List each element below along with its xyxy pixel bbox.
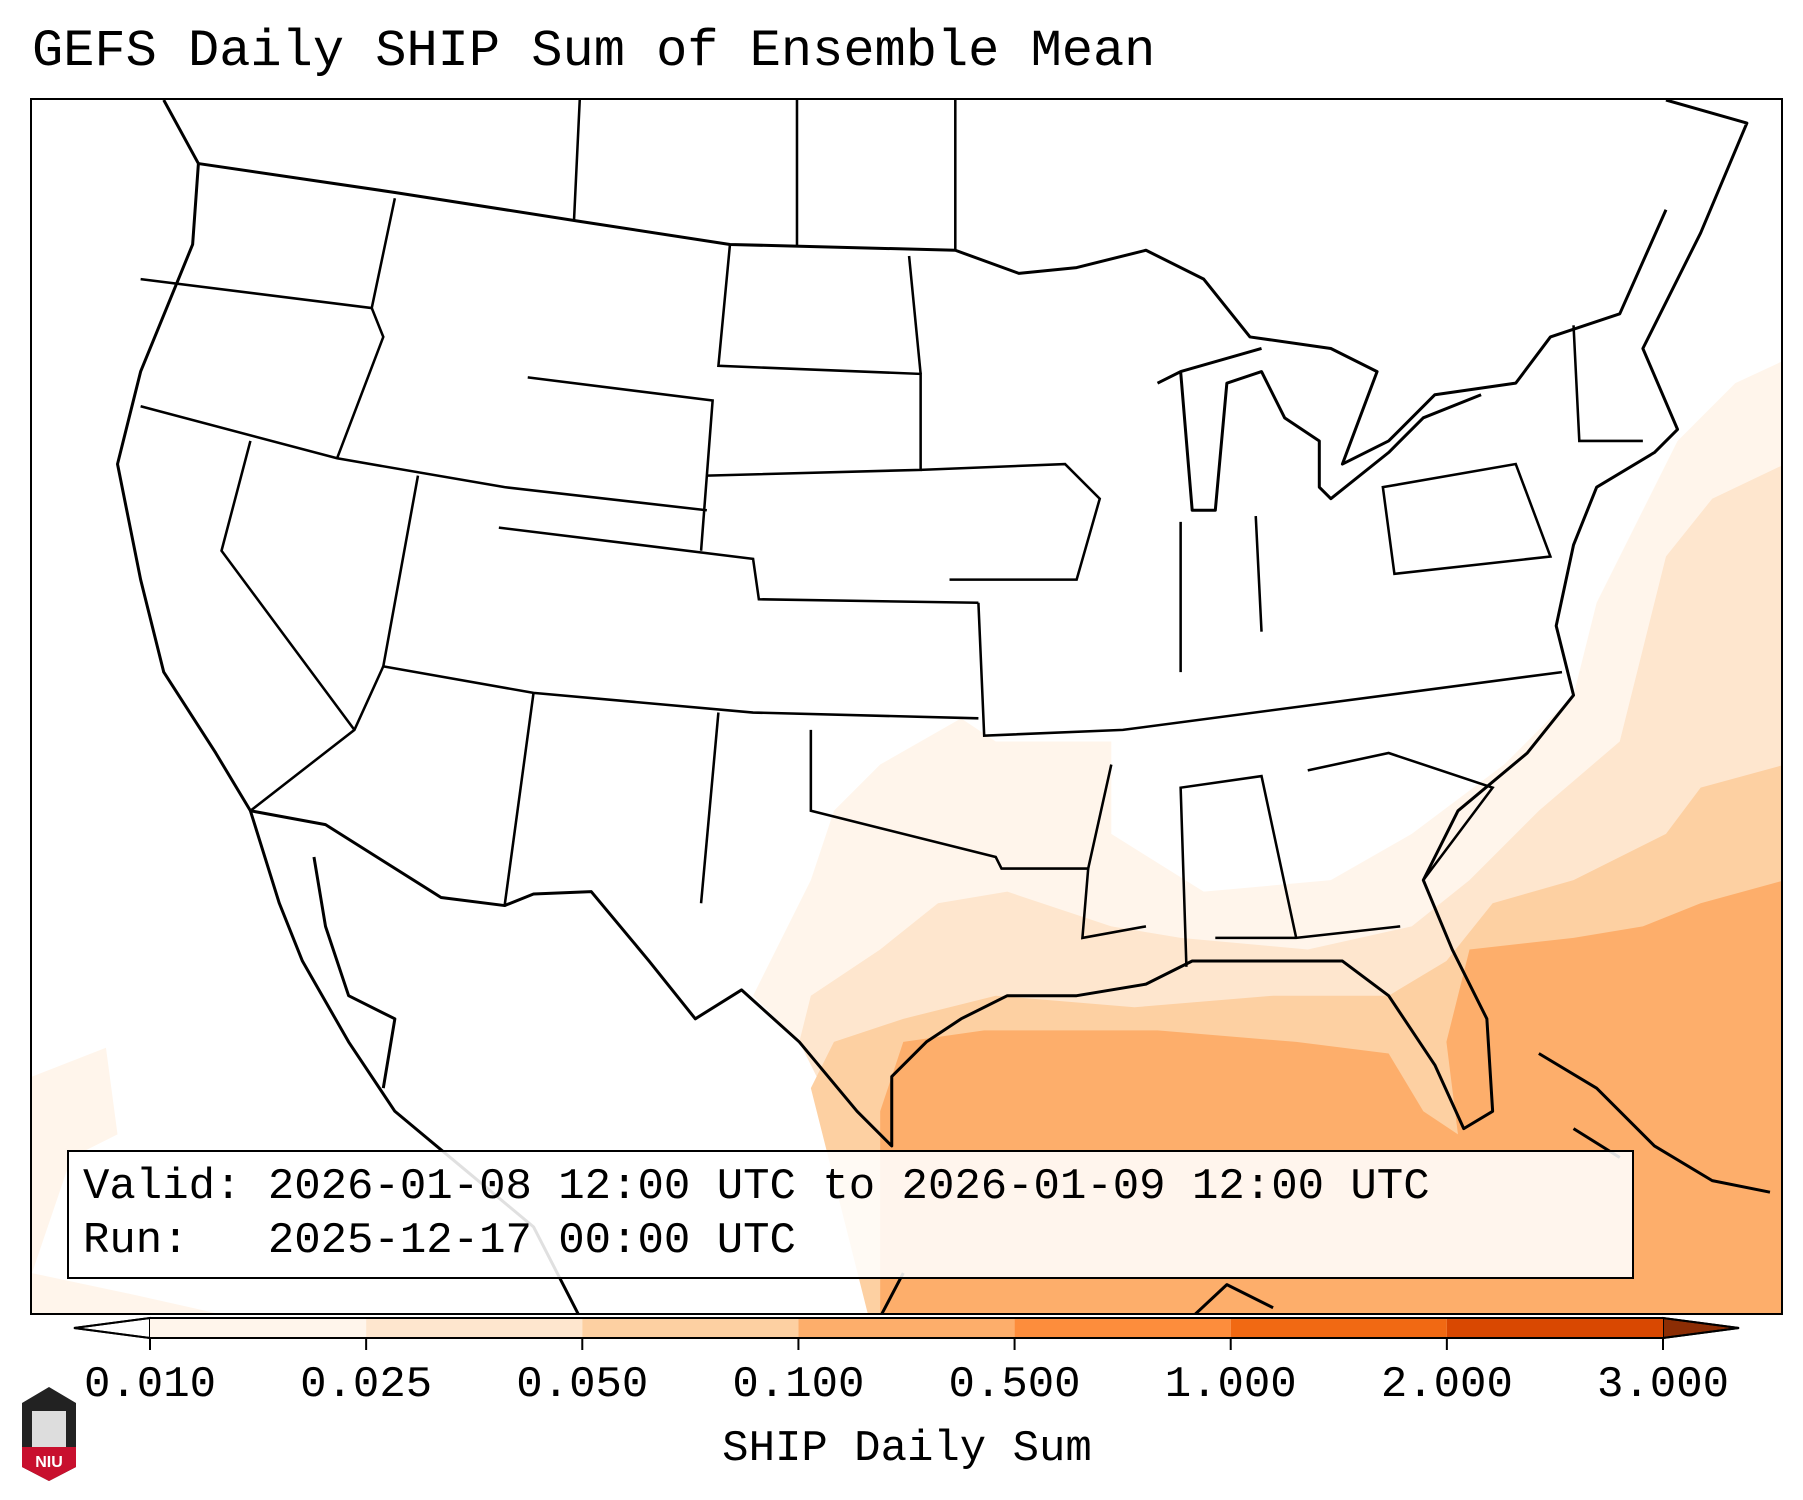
colorbar-over-triangle: [1662, 1316, 1740, 1340]
colorbar-tick-label: 1.000: [1164, 1360, 1297, 1410]
yucatan: [880, 1272, 1274, 1313]
colorbar-segment: [366, 1318, 583, 1338]
ship-field-map: [32, 100, 1781, 1313]
colorbar-tick-label: 0.010: [83, 1360, 217, 1410]
chart-title: GEFS Daily SHIP Sum of Ensemble Mean: [32, 22, 1156, 81]
colorbar-tick-label: 0.100: [732, 1360, 865, 1410]
valid-text: Valid: 2026-01-08 12:00 UTC to 2026-01-0…: [83, 1162, 1430, 1212]
us-outline: [116, 100, 1749, 1148]
colorbar-tick-label: 3.000: [1596, 1360, 1730, 1410]
shade-0.010-west: [32, 1047, 216, 1313]
colorbar-label: SHIP Daily Sum: [722, 1424, 1092, 1474]
colorbar-segment: [1014, 1318, 1231, 1338]
run-text: Run: 2025-12-17 00:00 UTC: [83, 1216, 796, 1266]
great-lakes: [1156, 347, 1482, 512]
colorbar-tick-label: 2.000: [1380, 1360, 1513, 1410]
niu-logo: NIU: [22, 1387, 76, 1481]
colorbar-segment: [798, 1318, 1015, 1338]
colorbar-tick-label: 0.025: [300, 1360, 433, 1410]
colorbar-tick-label: 0.500: [948, 1360, 1081, 1410]
map-panel: [30, 98, 1783, 1315]
logo-text: NIU: [35, 1454, 63, 1471]
canada-border: [198, 162, 1668, 466]
state-borders: [140, 100, 1643, 967]
colorbar-tick-label: 0.050: [516, 1360, 649, 1410]
colorbar-segment: [582, 1318, 799, 1338]
colorbar-segment: [150, 1318, 367, 1338]
colorbar-under-triangle: [73, 1316, 151, 1340]
colorbar-segment: [1230, 1318, 1447, 1338]
colorbar: [73, 1316, 1740, 1350]
colorbar-segment: [1446, 1318, 1663, 1338]
valid-time-box: Valid: 2026-01-08 12:00 UTC to 2026-01-0…: [67, 1150, 1634, 1279]
